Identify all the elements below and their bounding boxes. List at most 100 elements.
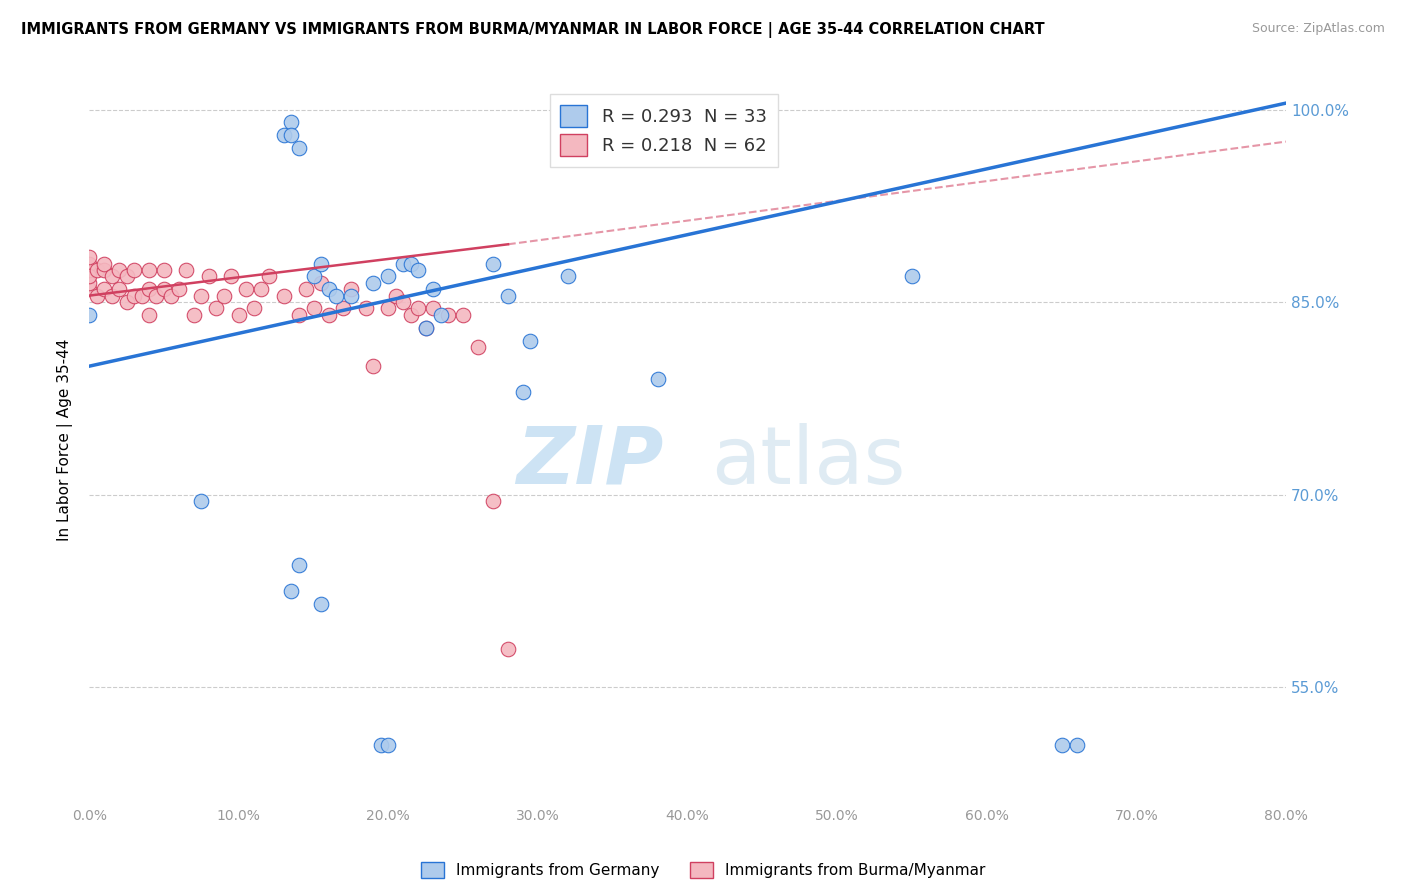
- Point: [496, 288, 519, 302]
- Point: [77, 263, 100, 277]
- Point: [86, 288, 108, 302]
- Point: [363, 276, 385, 290]
- Point: [377, 301, 399, 316]
- Point: [100, 288, 122, 302]
- Point: [176, 263, 198, 277]
- Point: [287, 308, 309, 322]
- Point: [273, 128, 295, 143]
- Point: [93, 256, 115, 270]
- Point: [138, 263, 160, 277]
- Point: [273, 288, 295, 302]
- Point: [86, 263, 108, 277]
- Point: [242, 301, 264, 316]
- Point: [325, 288, 347, 302]
- Point: [280, 583, 302, 598]
- Point: [385, 288, 408, 302]
- Point: [406, 301, 429, 316]
- Point: [183, 308, 205, 322]
- Point: [318, 282, 340, 296]
- Point: [295, 282, 318, 296]
- Point: [122, 263, 145, 277]
- Point: [205, 301, 228, 316]
- Point: [280, 115, 302, 129]
- Point: [77, 282, 100, 296]
- Point: [219, 269, 242, 284]
- Point: [115, 295, 138, 310]
- Point: [93, 263, 115, 277]
- Point: [318, 308, 340, 322]
- Point: [198, 269, 221, 284]
- Point: [190, 494, 212, 508]
- Point: [122, 288, 145, 302]
- Point: [370, 738, 392, 752]
- Point: [138, 308, 160, 322]
- Point: [482, 256, 505, 270]
- Point: [363, 359, 385, 374]
- Point: [77, 308, 100, 322]
- Point: [257, 269, 280, 284]
- Point: [377, 269, 399, 284]
- Point: [287, 558, 309, 573]
- Point: [145, 288, 167, 302]
- Point: [901, 269, 924, 284]
- Point: [138, 282, 160, 296]
- Point: [399, 308, 422, 322]
- Point: [496, 641, 519, 656]
- Point: [100, 269, 122, 284]
- Point: [212, 288, 235, 302]
- Point: [309, 276, 332, 290]
- Point: [437, 308, 460, 322]
- Point: [190, 288, 212, 302]
- Point: [557, 269, 579, 284]
- Point: [115, 269, 138, 284]
- Point: [280, 128, 302, 143]
- Point: [153, 263, 176, 277]
- Point: [332, 301, 354, 316]
- Point: [1066, 738, 1088, 752]
- Legend: R = 0.293  N = 33, R = 0.218  N = 62: R = 0.293 N = 33, R = 0.218 N = 62: [550, 94, 778, 167]
- Point: [340, 282, 363, 296]
- Point: [77, 276, 100, 290]
- Point: [422, 301, 444, 316]
- Point: [406, 263, 429, 277]
- Point: [451, 308, 474, 322]
- Text: Source: ZipAtlas.com: Source: ZipAtlas.com: [1251, 22, 1385, 36]
- Point: [392, 295, 415, 310]
- Point: [482, 494, 505, 508]
- Point: [1050, 738, 1073, 752]
- Point: [467, 340, 489, 354]
- Point: [309, 597, 332, 611]
- Point: [340, 288, 363, 302]
- Point: [422, 282, 444, 296]
- Point: [519, 334, 541, 348]
- Point: [160, 288, 183, 302]
- Point: [399, 256, 422, 270]
- Point: [108, 263, 131, 277]
- Point: [228, 308, 250, 322]
- Point: [167, 282, 190, 296]
- Point: [415, 320, 437, 334]
- Point: [392, 256, 415, 270]
- Point: [302, 301, 325, 316]
- Point: [377, 738, 399, 752]
- Point: [512, 384, 534, 399]
- Point: [108, 282, 131, 296]
- Point: [235, 282, 257, 296]
- Point: [647, 372, 669, 386]
- Point: [153, 282, 176, 296]
- Point: [131, 288, 153, 302]
- Point: [415, 320, 437, 334]
- Point: [287, 141, 309, 155]
- Text: IMMIGRANTS FROM GERMANY VS IMMIGRANTS FROM BURMA/MYANMAR IN LABOR FORCE | AGE 35: IMMIGRANTS FROM GERMANY VS IMMIGRANTS FR…: [21, 22, 1045, 38]
- Point: [93, 282, 115, 296]
- Point: [77, 256, 100, 270]
- Point: [250, 282, 273, 296]
- Y-axis label: In Labor Force | Age 35-44: In Labor Force | Age 35-44: [58, 339, 73, 541]
- Point: [77, 269, 100, 284]
- Point: [429, 308, 451, 322]
- Legend: Immigrants from Germany, Immigrants from Burma/Myanmar: Immigrants from Germany, Immigrants from…: [415, 856, 991, 884]
- Point: [309, 256, 332, 270]
- Text: ZIP: ZIP: [516, 423, 664, 500]
- Point: [302, 269, 325, 284]
- Point: [77, 250, 100, 264]
